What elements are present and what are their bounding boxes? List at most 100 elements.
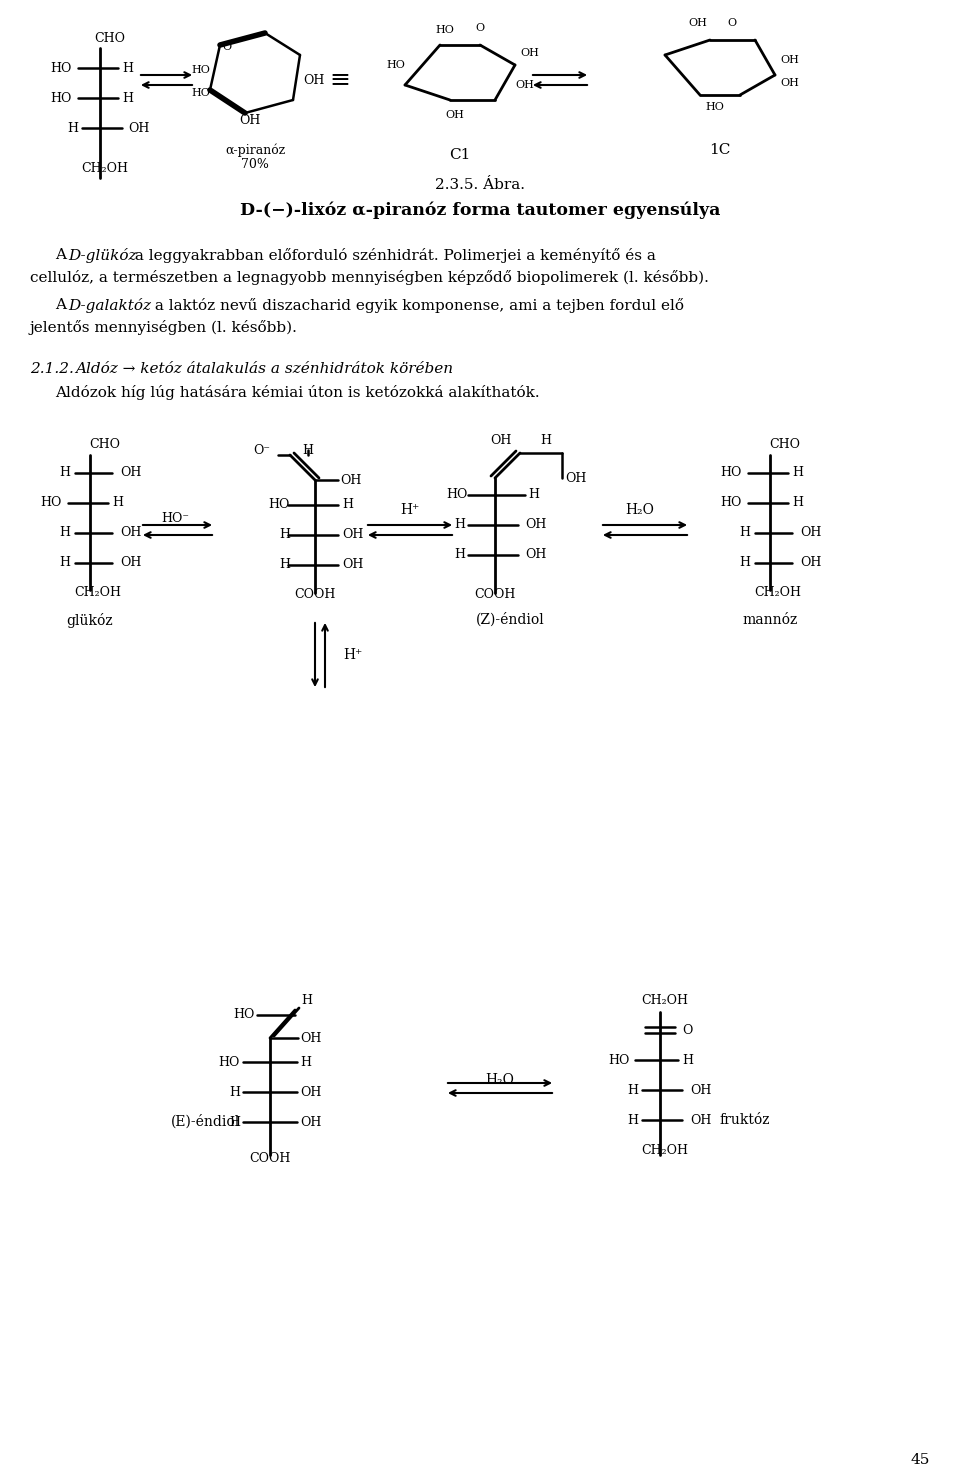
Text: H₂O: H₂O [626, 504, 655, 517]
Text: D-glükóz: D-glükóz [68, 247, 136, 264]
Text: H: H [301, 994, 313, 1007]
Text: OH: OH [120, 557, 141, 570]
Text: fruktóz: fruktóz [720, 1114, 770, 1127]
Text: H: H [229, 1086, 240, 1099]
Text: Aldózok híg lúg hatására kémiai úton is ketózokká alakíthatók.: Aldózok híg lúg hatására kémiai úton is … [55, 385, 540, 400]
Text: OH: OH [800, 527, 822, 539]
Text: 45: 45 [911, 1453, 930, 1468]
Text: glükóz: glükóz [66, 613, 113, 628]
Text: OH: OH [780, 55, 799, 65]
Text: a leggyakrabban előforduló szénhidrát. Polimerjei a keményítő és a: a leggyakrabban előforduló szénhidrát. P… [130, 247, 656, 264]
Text: H⁺: H⁺ [343, 649, 362, 662]
Text: H: H [682, 1053, 693, 1066]
Text: OH: OH [239, 114, 261, 126]
Text: H: H [112, 496, 123, 509]
Text: HO⁻: HO⁻ [161, 511, 189, 524]
Text: OH: OH [445, 110, 465, 120]
Text: HO: HO [40, 496, 62, 509]
Text: OH: OH [120, 467, 141, 480]
Text: OH: OH [300, 1031, 322, 1044]
Text: H: H [454, 518, 465, 532]
Text: H: H [122, 62, 133, 74]
Text: HO: HO [269, 499, 290, 511]
Text: CH₂OH: CH₂OH [82, 161, 129, 175]
Text: H: H [229, 1115, 240, 1129]
Text: α-piranóz: α-piranóz [225, 144, 285, 157]
Text: ≡: ≡ [329, 68, 350, 92]
Text: COOH: COOH [474, 588, 516, 601]
Text: 2.1.2.: 2.1.2. [30, 361, 79, 376]
Text: O⁻: O⁻ [253, 443, 270, 456]
Text: H: H [739, 557, 750, 570]
Text: H: H [792, 467, 803, 480]
Text: OH: OH [690, 1114, 711, 1127]
Text: CH₂OH: CH₂OH [755, 586, 802, 600]
Text: (Z)-éndiol: (Z)-éndiol [475, 613, 544, 626]
Text: H: H [279, 558, 290, 572]
Text: D-galaktóz: D-galaktóz [68, 298, 151, 312]
Text: H: H [59, 557, 70, 570]
Text: OH: OH [525, 548, 546, 561]
Text: HO: HO [721, 467, 742, 480]
Text: H: H [300, 1056, 311, 1068]
Text: HO: HO [51, 62, 72, 74]
Text: OH: OH [515, 80, 534, 90]
Text: COOH: COOH [295, 588, 336, 601]
Text: CHO: CHO [89, 438, 121, 452]
Text: OH: OH [491, 434, 512, 446]
Text: A: A [55, 247, 71, 262]
Text: OH: OH [690, 1084, 711, 1096]
Text: OH: OH [780, 78, 799, 87]
Text: H₂O: H₂O [486, 1074, 515, 1087]
Text: OH: OH [128, 121, 150, 135]
Text: HO: HO [721, 496, 742, 509]
Text: 70%: 70% [241, 158, 269, 172]
Text: H: H [627, 1084, 638, 1096]
Text: A: A [55, 298, 71, 312]
Text: H: H [454, 548, 465, 561]
Text: OH: OH [520, 47, 539, 58]
Text: HO: HO [233, 1009, 255, 1022]
Text: H: H [279, 529, 290, 542]
Text: CHO: CHO [94, 31, 126, 44]
Text: 2.3.5. Ábra.: 2.3.5. Ábra. [435, 178, 525, 193]
Text: H: H [627, 1114, 638, 1127]
Text: CH₂OH: CH₂OH [641, 994, 688, 1007]
Text: OH: OH [340, 474, 361, 486]
Text: OH: OH [342, 558, 364, 572]
Text: O: O [223, 41, 231, 52]
Text: CH₂OH: CH₂OH [75, 586, 122, 600]
Text: HO: HO [446, 489, 468, 502]
Text: OH: OH [120, 527, 141, 539]
Text: HO: HO [609, 1053, 630, 1066]
Text: Aldóz → ketóz átalakulás a szénhidrátok körében: Aldóz → ketóz átalakulás a szénhidrátok … [75, 361, 453, 376]
Text: HO: HO [219, 1056, 240, 1068]
Text: 1C: 1C [709, 144, 731, 157]
Text: HO: HO [191, 65, 210, 76]
Text: OH: OH [300, 1086, 322, 1099]
Text: OH: OH [565, 471, 587, 484]
Text: H: H [122, 92, 133, 105]
Text: HO: HO [436, 25, 454, 36]
Text: C1: C1 [449, 148, 470, 161]
Text: HO: HO [386, 61, 405, 70]
Text: H: H [67, 121, 78, 135]
Text: a laktóz nevű diszacharid egyik komponense, ami a tejben fordul elő: a laktóz nevű diszacharid egyik komponen… [150, 298, 684, 312]
Text: cellulóz, a természetben a legnagyobb mennyiségben képződő biopolimerek (l. késő: cellulóz, a természetben a legnagyobb me… [30, 270, 708, 284]
Text: H: H [792, 496, 803, 509]
Text: H: H [302, 443, 313, 456]
Text: OH: OH [800, 557, 822, 570]
Text: COOH: COOH [250, 1152, 291, 1164]
Text: H: H [59, 467, 70, 480]
Text: D-(−)-lixóz α-piranóz forma tautomer egyensúlya: D-(−)-lixóz α-piranóz forma tautomer egy… [240, 201, 720, 219]
Text: (E)-éndiol: (E)-éndiol [170, 1115, 240, 1129]
Text: OH: OH [525, 518, 546, 532]
Text: jelentős mennyiségben (l. később).: jelentős mennyiségben (l. később). [30, 320, 298, 335]
Text: O: O [682, 1023, 692, 1037]
Text: OH: OH [303, 74, 324, 86]
Text: HO: HO [191, 87, 210, 98]
Text: mannóz: mannóz [742, 613, 798, 626]
Text: O: O [728, 18, 736, 28]
Text: HO: HO [51, 92, 72, 105]
Text: HO: HO [706, 102, 725, 113]
